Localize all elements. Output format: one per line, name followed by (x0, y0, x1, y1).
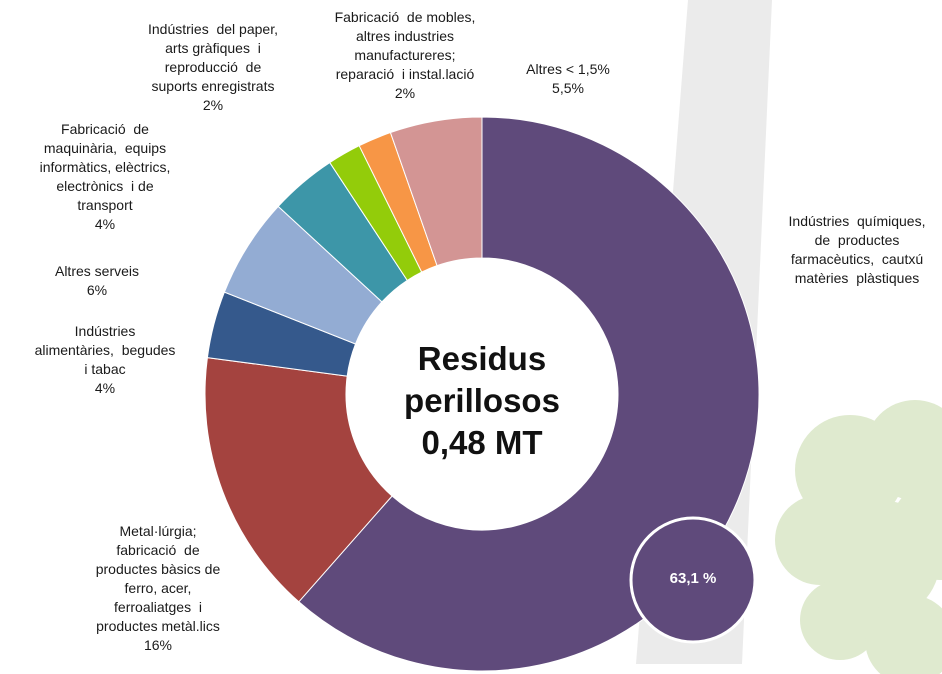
value-label: 63,1 % (669, 570, 717, 587)
category-label: Indústries alimentàries, begudes i tabac (34, 323, 176, 377)
value-label: 5,5% (552, 80, 584, 96)
background-cloud (775, 400, 942, 674)
value-label: 6% (86, 282, 108, 298)
category-label: Altres < 1,5% (526, 61, 610, 77)
category-label: Metal·lúrgia; fabricació de productes bà… (95, 523, 221, 634)
value-label: 2% (202, 97, 224, 113)
value-label: 4% (94, 216, 116, 232)
donut-slice (298, 116, 760, 672)
donut-slice (204, 357, 393, 603)
value-label: 4% (94, 380, 116, 396)
donut (204, 116, 760, 672)
value-bubble (629, 516, 757, 644)
category-label: Indústries del paper, arts gràfiques i r… (148, 21, 278, 94)
category-label: Fabricació de mobles, altres industries … (334, 9, 476, 82)
category-label: Indústries químiques, de productes farma… (788, 213, 926, 286)
center-title: Residus perillosos 0,48 MT (404, 340, 560, 461)
value-label: 16% (143, 637, 173, 653)
category-label: Fabricació de maquinària, equips informà… (39, 121, 171, 213)
category-label: Altres serveis (54, 263, 140, 279)
value-label: 2% (394, 85, 416, 101)
donut-slice (389, 116, 483, 267)
